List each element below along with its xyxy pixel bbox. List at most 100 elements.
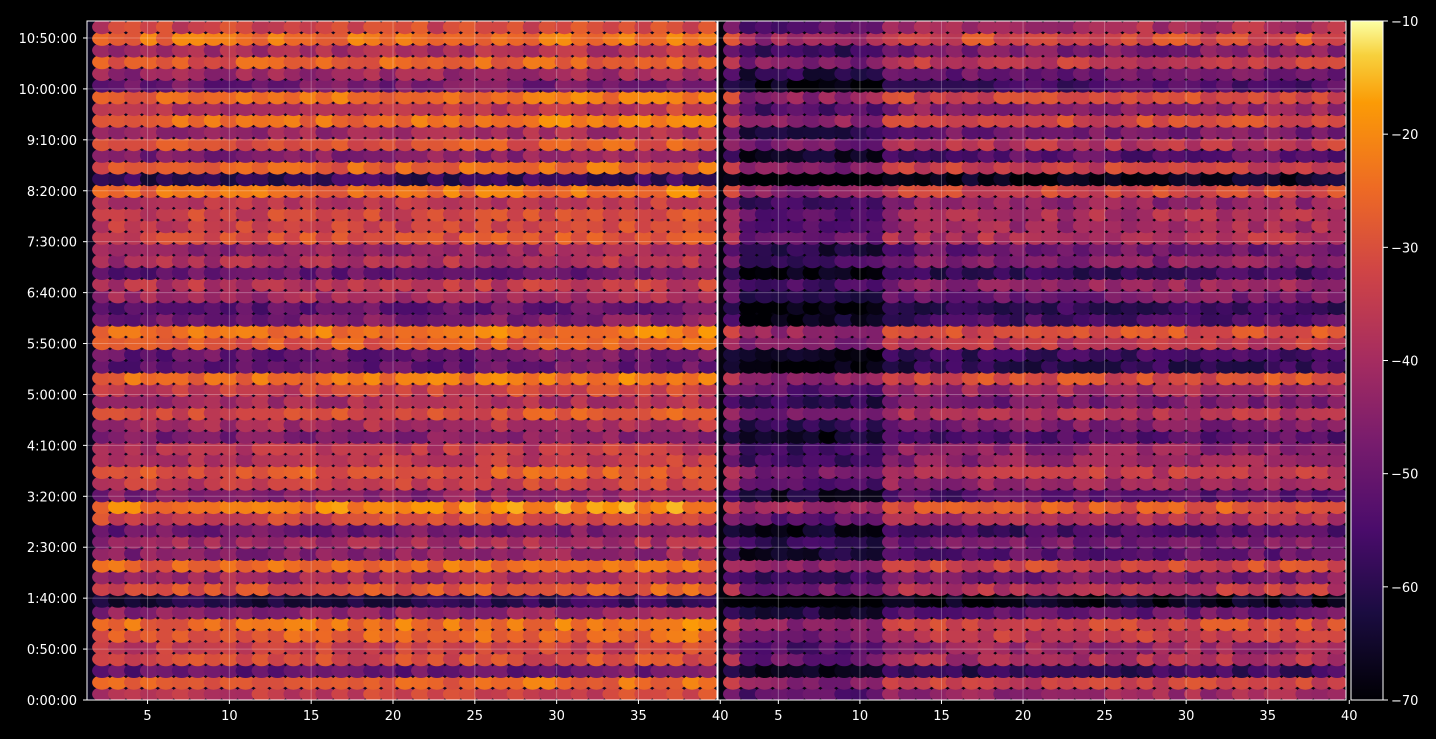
heatmap-cell (770, 382, 791, 398)
heatmap-cell (1088, 394, 1109, 409)
heatmap-cell (506, 640, 527, 655)
heatmap-cell (299, 558, 320, 573)
heatmap-cell (1279, 441, 1300, 456)
heatmap-cell (251, 593, 272, 608)
heatmap-cell (618, 464, 639, 480)
heatmap-cell (834, 499, 855, 515)
heatmap-cell (1041, 558, 1061, 573)
heatmap-cell (666, 265, 686, 281)
heatmap-cell (602, 160, 623, 175)
heatmap-cell (666, 534, 686, 550)
heatmap-cell (1009, 523, 1029, 538)
heatmap-cell (1200, 242, 1220, 257)
heatmap-cell (299, 616, 320, 632)
heatmap-cell (723, 124, 743, 140)
heatmap-cell (538, 89, 559, 105)
heatmap-cell (1056, 347, 1077, 362)
heatmap-cell (1184, 441, 1204, 456)
heatmap-cell (108, 148, 128, 163)
heatmap-cell (1295, 242, 1316, 257)
heatmap-cell (1025, 499, 1045, 515)
heatmap-cell (1009, 499, 1029, 515)
heatmap-cell (442, 593, 463, 608)
heatmap-cell (834, 382, 855, 398)
heatmap-cell (1263, 113, 1284, 128)
heatmap-cell (929, 640, 950, 655)
heatmap-cell (395, 288, 415, 304)
heatmap-cell (850, 452, 870, 468)
heatmap-cell (682, 54, 702, 70)
heatmap-cell (818, 31, 839, 46)
heatmap-cell (618, 370, 639, 386)
heatmap-cell (945, 230, 966, 245)
heatmap-cell (363, 476, 383, 491)
heatmap-cell (682, 136, 702, 152)
heatmap-cell (92, 101, 112, 117)
heatmap-cell (866, 546, 886, 561)
heatmap-cell (155, 405, 176, 421)
heatmap-cell (866, 183, 886, 198)
heatmap-cell (929, 593, 950, 608)
heatmap-cell (1120, 523, 1141, 538)
heatmap-cell (618, 288, 639, 304)
heatmap-cell (1136, 148, 1157, 163)
heatmap-cell (299, 89, 320, 105)
heatmap-cell (1279, 417, 1300, 433)
heatmap-cell (754, 124, 775, 140)
heatmap-cell (666, 651, 686, 667)
heatmap-cell (1120, 382, 1141, 398)
heatmap-cell (586, 569, 607, 585)
heatmap-cell (251, 218, 272, 234)
heatmap-cell (913, 640, 934, 655)
heatmap-cell (634, 195, 655, 210)
heatmap-cell (961, 382, 982, 398)
heatmap-cell (1056, 253, 1077, 269)
heatmap-cell (315, 604, 336, 620)
heatmap-cell (1041, 382, 1061, 398)
heatmap-cell (897, 218, 918, 234)
heatmap-cell (850, 78, 870, 93)
heatmap-cell (1025, 581, 1045, 597)
heatmap-cell (219, 183, 240, 198)
heatmap-cell (395, 640, 415, 655)
heatmap-cell (1104, 171, 1125, 187)
heatmap-cell (913, 417, 934, 433)
heatmap-cell (92, 569, 112, 585)
heatmap-cell (283, 476, 304, 491)
heatmap-cell (1168, 499, 1188, 515)
heatmap-cell (139, 218, 160, 234)
heatmap-cell (1231, 593, 1252, 608)
heatmap-cell (929, 417, 950, 433)
heatmap-cell (427, 124, 447, 140)
heatmap-cell (1184, 686, 1204, 700)
heatmap-cell (723, 394, 743, 409)
heatmap-cell (251, 183, 272, 198)
heatmap-cell (411, 31, 431, 46)
heatmap-cell (1104, 417, 1125, 433)
heatmap-cell (1152, 370, 1173, 386)
heatmap-cell (1215, 195, 1236, 210)
heatmap-cell (1279, 160, 1300, 175)
heatmap-cell (1295, 382, 1316, 398)
heatmap-cell (882, 441, 902, 456)
heatmap-cell (897, 265, 918, 281)
heatmap-cell (1152, 405, 1173, 421)
heatmap-cell (379, 265, 399, 281)
heatmap-cell (1088, 417, 1109, 433)
heatmap-cell (490, 66, 511, 81)
heatmap-cell (506, 593, 527, 608)
heatmap-cell (698, 464, 717, 479)
heatmap-cell (1263, 686, 1284, 700)
heatmap-cell (554, 686, 575, 700)
heatmap-cell (554, 382, 575, 398)
heatmap-cell (187, 464, 208, 480)
heatmap-cell (1184, 359, 1204, 374)
heatmap-cell (1072, 686, 1093, 700)
heatmap-cell (1104, 464, 1125, 480)
heatmap-cell (818, 101, 839, 117)
heatmap-cell (1088, 546, 1109, 561)
heatmap-cell (1200, 534, 1220, 550)
heatmap-cell (1168, 370, 1188, 386)
heatmap-cell (395, 476, 415, 491)
heatmap-cell (1168, 66, 1188, 81)
